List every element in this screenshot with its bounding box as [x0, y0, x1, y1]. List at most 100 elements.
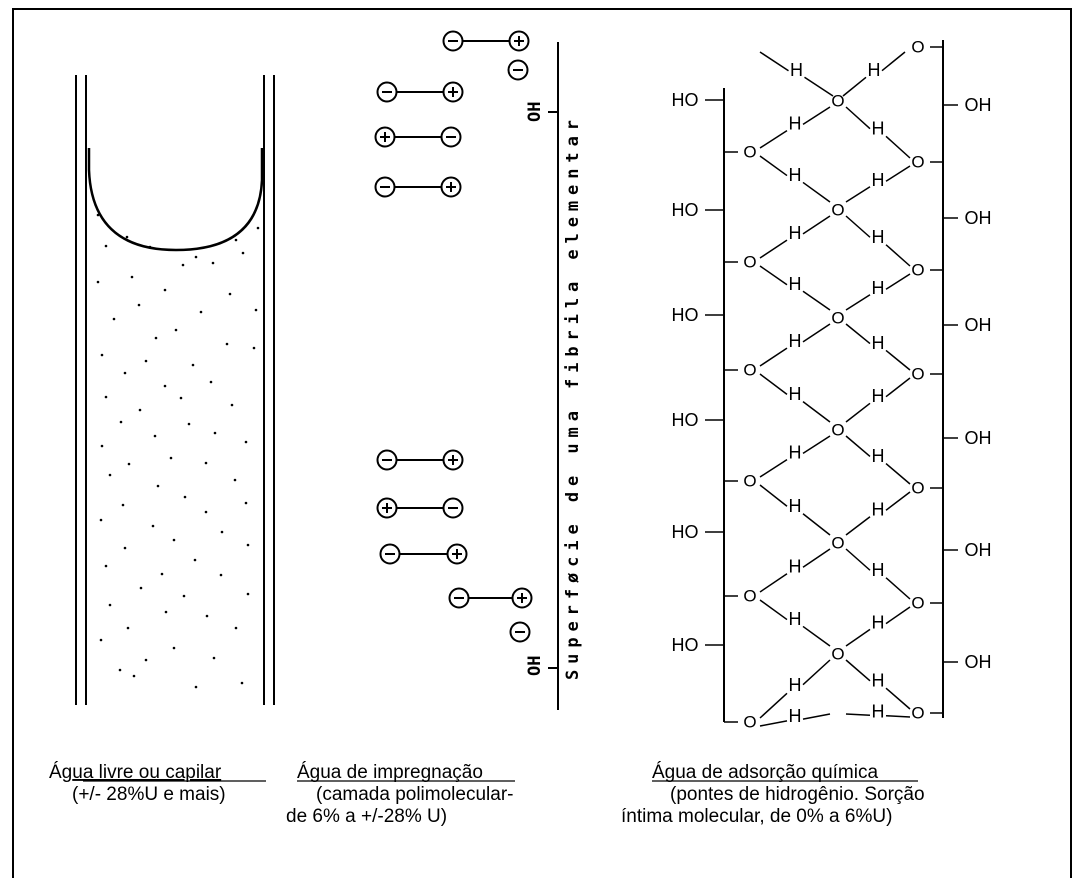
bond-line [759, 347, 788, 367]
oh-label-bottom: OH [525, 656, 545, 676]
oxygen-atom-label: O [743, 472, 756, 491]
water-dot [100, 444, 104, 448]
water-dot [191, 363, 195, 367]
bond-line [885, 165, 911, 182]
bond-line [802, 215, 831, 235]
oxygen-atom-label: O [743, 143, 756, 162]
minus-charge-icon [379, 543, 401, 565]
bond-line [802, 659, 831, 686]
water-dot [121, 503, 125, 507]
bond-line [842, 76, 867, 97]
bond-line [804, 76, 834, 97]
water-dot [108, 603, 112, 607]
bond-line [845, 215, 871, 238]
water-dot [125, 235, 129, 239]
bond-line [885, 577, 911, 600]
plus-charge-icon [511, 587, 533, 609]
water-dots [96, 213, 260, 689]
water-dot [104, 244, 108, 248]
water-dot [228, 292, 232, 296]
bond-line [845, 402, 871, 423]
hydrogen-atom-label: H [872, 386, 885, 406]
oxygen-atom-label: O [911, 365, 924, 384]
water-dot [96, 280, 100, 284]
oxygen-atom-label: O [831, 201, 844, 220]
hydrogen-atom-label: H [872, 446, 885, 466]
caption-free-water-subtitle: (+/- 28%U e mais) [72, 784, 226, 805]
oxygen-atom-label: O [911, 704, 924, 723]
water-dot [172, 538, 176, 542]
bond-line [759, 692, 788, 719]
minus-charge-icon [442, 30, 464, 52]
water-dot [212, 656, 216, 660]
minus-charge-icon [448, 587, 470, 609]
water-dot [164, 610, 168, 614]
bond-line [802, 548, 831, 568]
hydrogen-atom-label: H [789, 557, 802, 577]
oxygen-atom-label: O [831, 645, 844, 664]
bond-line [885, 377, 911, 398]
bond-line [845, 659, 871, 682]
hydrogen-atom-label: H [789, 443, 802, 463]
bond-line [802, 435, 831, 455]
bond-line [881, 51, 906, 72]
oh-group-label: OH [965, 540, 992, 560]
water-dot [220, 530, 224, 534]
water-dot [153, 434, 157, 438]
bond-line [759, 720, 788, 727]
hydrogen-atom-label: H [872, 227, 885, 247]
water-dot [252, 346, 256, 350]
hydrogen-atom-label: H [872, 613, 885, 633]
hydrogen-atom-label: H [868, 60, 881, 80]
hydrogen-atom-label: H [789, 609, 802, 629]
ho-group-label: HO [672, 90, 699, 110]
oh-group-label: OH [965, 652, 992, 672]
oh-group-label: OH [965, 208, 992, 228]
oxygen-atom-label: O [743, 587, 756, 606]
bond-line [845, 106, 871, 130]
bond-line [759, 155, 788, 177]
minus-charge-icon [374, 176, 396, 198]
hydrogen-atom-label: H [789, 274, 802, 294]
bond-line [885, 349, 911, 371]
hydrogen-bond-network: HOHOHOHOHOHOOHOHOHOHOHOHOOOOOOOOOOOOOOOO… [672, 38, 992, 732]
hydrogen-atom-label: H [872, 119, 885, 139]
oxygen-atom-label: O [831, 309, 844, 328]
bond-line [802, 401, 831, 423]
bond-line [802, 513, 831, 536]
water-dot [179, 396, 183, 400]
plus-charge-icon [446, 543, 468, 565]
water-dot [199, 310, 203, 314]
water-dot [108, 473, 112, 477]
bond-line [885, 244, 911, 267]
water-dot [112, 317, 116, 321]
ho-group-label: HO [672, 200, 699, 220]
caption-impregnation-title: Água de impregnação [297, 762, 483, 783]
oh-group-label: OH [965, 315, 992, 335]
water-dot [240, 681, 244, 685]
bond-line [845, 294, 871, 311]
minus-charge-icon [442, 497, 464, 519]
bond-line [885, 687, 911, 710]
oxygen-atom-label: O [911, 594, 924, 613]
bond-line [759, 239, 788, 259]
water-dot [172, 646, 176, 650]
water-dot [139, 586, 143, 590]
plus-charge-icon [440, 176, 462, 198]
water-dot [204, 510, 208, 514]
water-dot [182, 594, 186, 598]
water-dot [205, 614, 209, 618]
cellulose-chains [723, 40, 944, 722]
oxygen-atom-label: O [831, 534, 844, 553]
hydrogen-atom-label: H [790, 60, 803, 80]
water-dot [104, 395, 108, 399]
water-dot [244, 501, 248, 505]
water-dot [174, 328, 178, 332]
hydrogen-atom-label: H [872, 278, 885, 298]
hydrogen-atom-label: H [872, 333, 885, 353]
water-dot [138, 408, 142, 412]
water-dot [219, 573, 223, 577]
oxygen-atom-label: O [911, 38, 924, 57]
caption-chemical-line2: (pontes de hidrogênio. Sorção [670, 784, 925, 805]
